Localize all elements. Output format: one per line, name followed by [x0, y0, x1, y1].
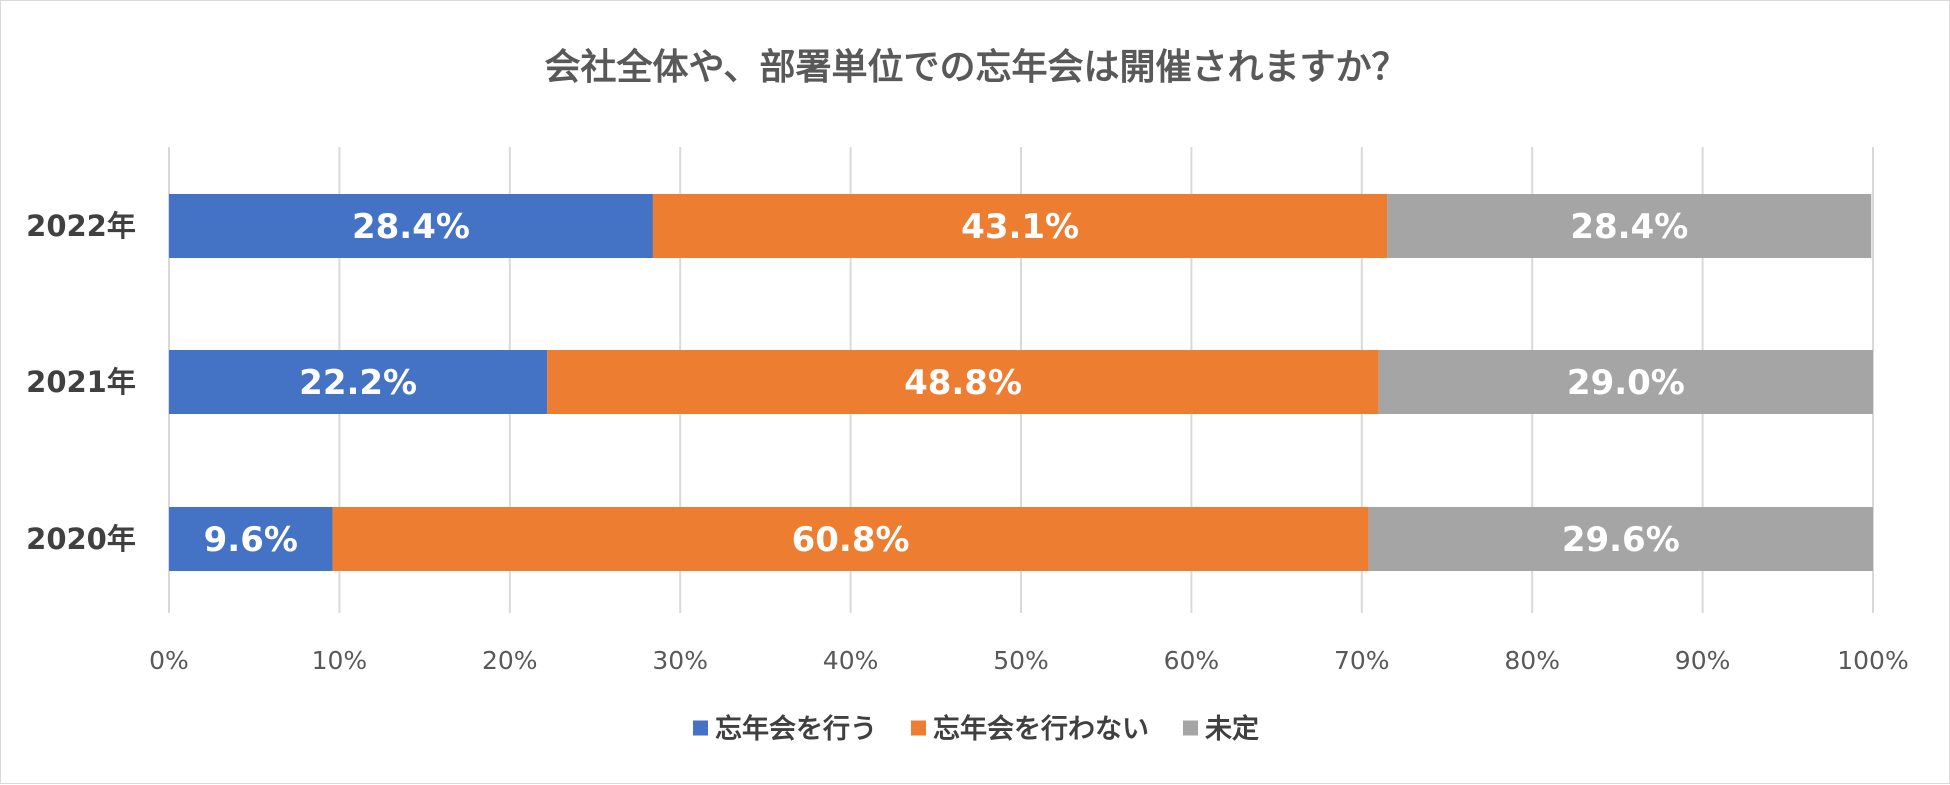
data-label: 28.4% [1570, 207, 1688, 247]
x-tick-label: 30% [652, 646, 708, 675]
bar-segment [1387, 194, 1872, 258]
legend-label: 忘年会を行わない [933, 713, 1149, 745]
x-tick-label: 10% [312, 646, 368, 675]
data-label: 29.6% [1562, 520, 1680, 560]
category-label: 2020年 [26, 522, 136, 556]
bar-segment [1378, 350, 1873, 414]
chart-title: 会社全体や、部署単位での忘年会は開催されますか？ [545, 46, 1408, 88]
bar-segment [652, 194, 1388, 258]
data-label: 60.8% [792, 520, 910, 560]
legend-swatch [693, 720, 708, 736]
legend-swatch [911, 720, 926, 736]
x-tick-label: 40% [823, 646, 879, 675]
bar-segment [332, 507, 1369, 571]
legend: 忘年会を行う 忘年会を行わない 未定 [693, 713, 1259, 745]
bar-segment [169, 194, 653, 258]
x-tick-label: 90% [1675, 646, 1731, 675]
data-label: 28.4% [352, 207, 470, 247]
x-axis-ticks: 0% 10% 20% 30% 40% 50% 60% 70% 80% 90% 100% [149, 646, 1909, 675]
x-tick-label: 70% [1334, 646, 1390, 675]
legend-swatch [1183, 720, 1198, 736]
data-label: 22.2% [299, 363, 417, 403]
x-tick-label: 80% [1504, 646, 1560, 675]
data-label: 48.8% [904, 363, 1022, 403]
x-tick-label: 100% [1837, 646, 1908, 675]
legend-label: 未定 [1205, 713, 1259, 745]
legend-label: 忘年会を行う [715, 713, 877, 745]
bar-segment [169, 350, 548, 414]
category-labels: 2022年 2021年 2020年 [26, 209, 136, 556]
category-label: 2022年 [26, 209, 136, 243]
x-tick-label: 20% [482, 646, 538, 675]
x-tick-label: 60% [1164, 646, 1220, 675]
bars [169, 194, 1873, 571]
bar-segment [169, 507, 333, 571]
data-label: 9.6% [204, 520, 298, 560]
data-labels: 28.4% 43.1% 28.4% 22.2% 48.8% 29.0% 9.6% 60.8% 2… [204, 207, 1689, 560]
data-label: 43.1% [961, 207, 1079, 247]
bar-segment [547, 350, 1379, 414]
bar-segment [1368, 507, 1873, 571]
category-label: 2021年 [26, 365, 136, 399]
data-label: 29.0% [1567, 363, 1685, 403]
x-tick-label: 50% [993, 646, 1049, 675]
x-tick-label: 0% [149, 646, 189, 675]
